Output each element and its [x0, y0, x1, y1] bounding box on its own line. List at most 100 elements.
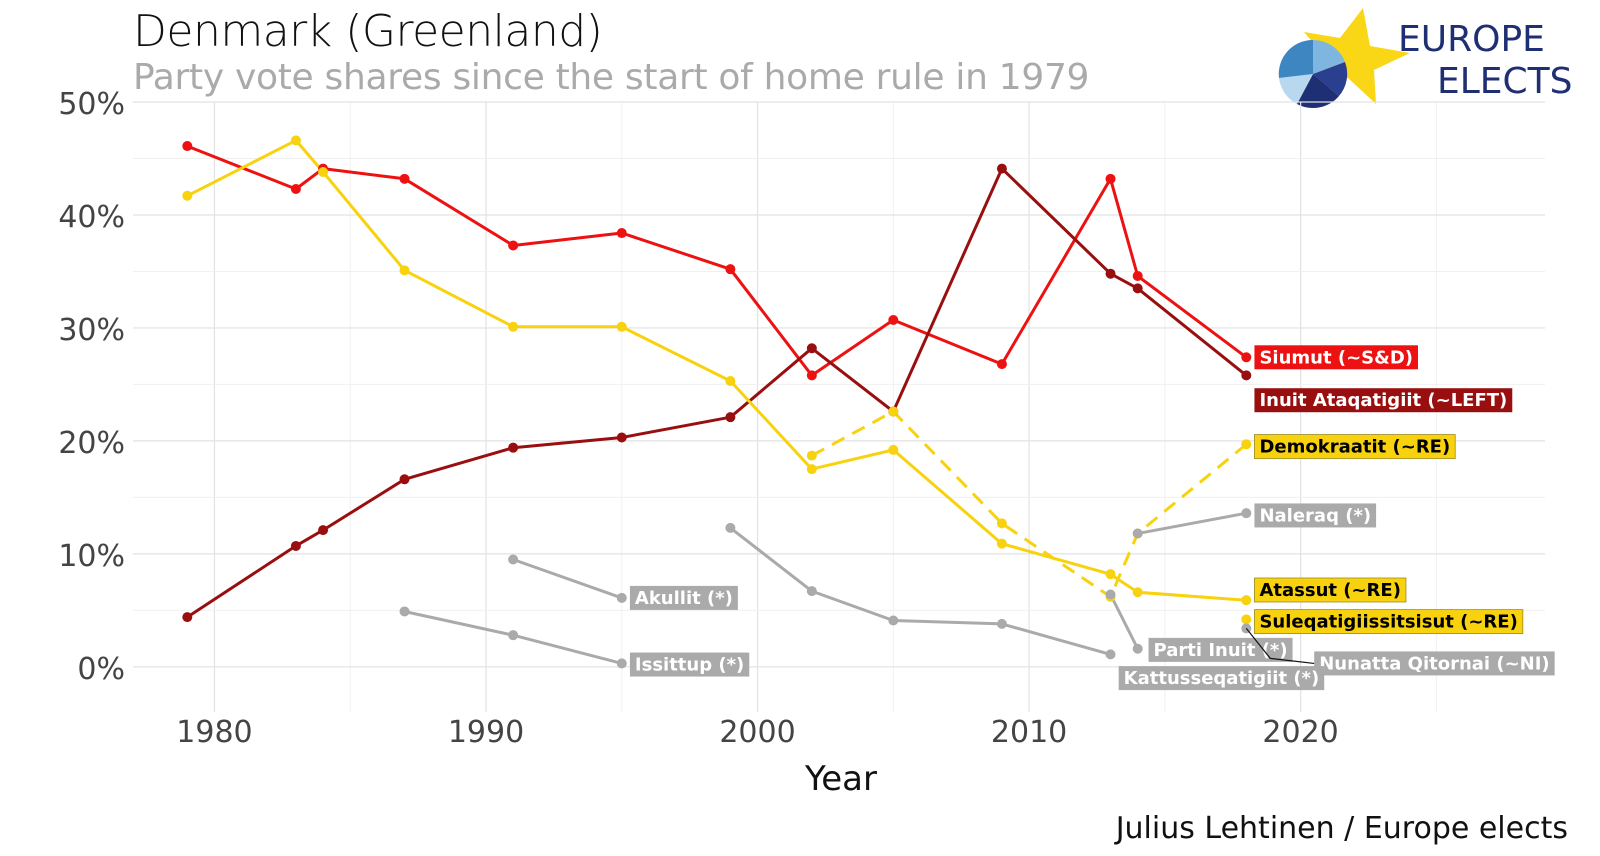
x-tick-label: 2010 [991, 715, 1067, 750]
data-point [508, 630, 519, 641]
data-point [616, 228, 627, 239]
y-tick-label: 10% [58, 539, 125, 574]
europe-elects-logo [1278, 8, 1410, 109]
x-tick-label: 1990 [448, 715, 524, 750]
series-line [186, 167, 1248, 619]
series-label: Naleraq (*) [1254, 503, 1377, 528]
data-point [399, 265, 410, 276]
data-point [888, 406, 899, 417]
series-label: Parti Inuit (*) [1148, 637, 1293, 662]
data-point [182, 190, 193, 201]
chart-caption: Julius Lehtinen / Europe elects [1115, 811, 1568, 846]
data-point [996, 618, 1007, 629]
data-point [1132, 587, 1143, 598]
data-point [1132, 643, 1143, 654]
series-label-text: Issittup (*) [635, 655, 744, 676]
series-line [186, 138, 1247, 602]
data-point [616, 432, 627, 443]
data-point [1132, 270, 1143, 281]
series-labels: Siumut (~S&D) Inuit Ataqatigiit (~LEFT) De… [629, 345, 1555, 691]
series-label-box [1254, 345, 1418, 370]
data-point [888, 615, 899, 626]
series-label-text: Parti Inuit (*) [1154, 640, 1288, 661]
series-label: Suleqatigiissitsisut (~RE) [1254, 609, 1524, 635]
data-point [725, 522, 736, 533]
data-point [806, 586, 817, 597]
series-label-text: Demokraatit (~RE) [1259, 437, 1450, 458]
series-label-box [1148, 637, 1293, 662]
data-point [318, 167, 329, 178]
data-point [1105, 173, 1116, 184]
data-point [290, 540, 301, 551]
data-point [806, 450, 817, 461]
series-label-text: Kattusseqatigiit (*) [1124, 668, 1320, 689]
series-label: Issittup (*) [629, 652, 750, 677]
data-point [616, 321, 627, 332]
data-point [888, 444, 899, 455]
x-axis-label: Year [804, 759, 877, 799]
logo-text-europe: EUROPE [1398, 19, 1545, 60]
data-point [399, 173, 410, 184]
data-point [508, 442, 519, 453]
data-point [182, 141, 193, 152]
logo-pie [1278, 39, 1348, 109]
series-label: Inuit Ataqatigiit (~LEFT) [1254, 388, 1513, 413]
y-tick-label: 30% [58, 313, 125, 348]
series-label-text: Siumut (~S&D) [1259, 347, 1413, 368]
series-label: Nunatta Qitornai (~NI) [1314, 651, 1555, 676]
series-label-text: Akullit (*) [635, 588, 733, 609]
data-point [508, 554, 519, 565]
series-line [1137, 511, 1247, 535]
data-point [806, 464, 817, 475]
y-tick-label: 0% [77, 652, 125, 687]
series-label-box [1118, 666, 1325, 691]
data-point [1241, 439, 1252, 450]
x-tick-label: 2020 [1262, 715, 1338, 750]
series-label-text: Inuit Ataqatigiit (~LEFT) [1259, 390, 1507, 411]
label-leader-line [1245, 628, 1315, 665]
data-point [1105, 569, 1116, 580]
logo-text-elects: ELECTS [1437, 61, 1573, 102]
series-line [1109, 593, 1140, 650]
series-label: Kattusseqatigiit (*) [1118, 666, 1325, 691]
data-point [1241, 352, 1252, 363]
data-point [1132, 283, 1143, 294]
series-label-box [1254, 388, 1513, 413]
y-tick-label: 40% [58, 200, 125, 235]
series-label-box [1314, 651, 1555, 676]
series-label-text: Suleqatigiissitsisut (~RE) [1259, 612, 1517, 633]
data-point [996, 538, 1007, 549]
chart-title: Denmark (Greenland) [133, 6, 603, 57]
x-tick-label: 1980 [176, 715, 252, 750]
x-axis-ticks: 1980 1990 2000 2010 2020 [176, 715, 1339, 750]
data-point [399, 606, 410, 617]
data-point [616, 592, 627, 603]
data-point [996, 359, 1007, 370]
data-point [996, 518, 1007, 529]
data-point [888, 315, 899, 326]
chart-subtitle: Party vote shares since the start of hom… [133, 57, 1090, 98]
data-point [1132, 528, 1143, 539]
series-label-text: Naleraq (*) [1259, 505, 1371, 526]
series-label: Demokraatit (~RE) [1254, 434, 1456, 459]
data-point [1241, 370, 1252, 381]
data-point [725, 412, 736, 423]
series-label-box [1254, 434, 1456, 459]
series-label-text: Nunatta Qitornai (~NI) [1319, 653, 1549, 674]
data-point [1241, 614, 1252, 625]
data-point [290, 135, 301, 146]
data-point [725, 376, 736, 387]
data-point [1105, 649, 1116, 660]
series-line [512, 558, 623, 600]
data-point [725, 264, 736, 275]
data-point [1241, 595, 1252, 606]
series-line [186, 144, 1248, 377]
series-label-box [629, 652, 750, 677]
data-point [318, 525, 329, 536]
data-point [182, 612, 193, 623]
data-point [806, 370, 817, 381]
data-point [1105, 589, 1116, 600]
x-tick-label: 2000 [719, 715, 795, 750]
series-label-box [1254, 503, 1377, 528]
